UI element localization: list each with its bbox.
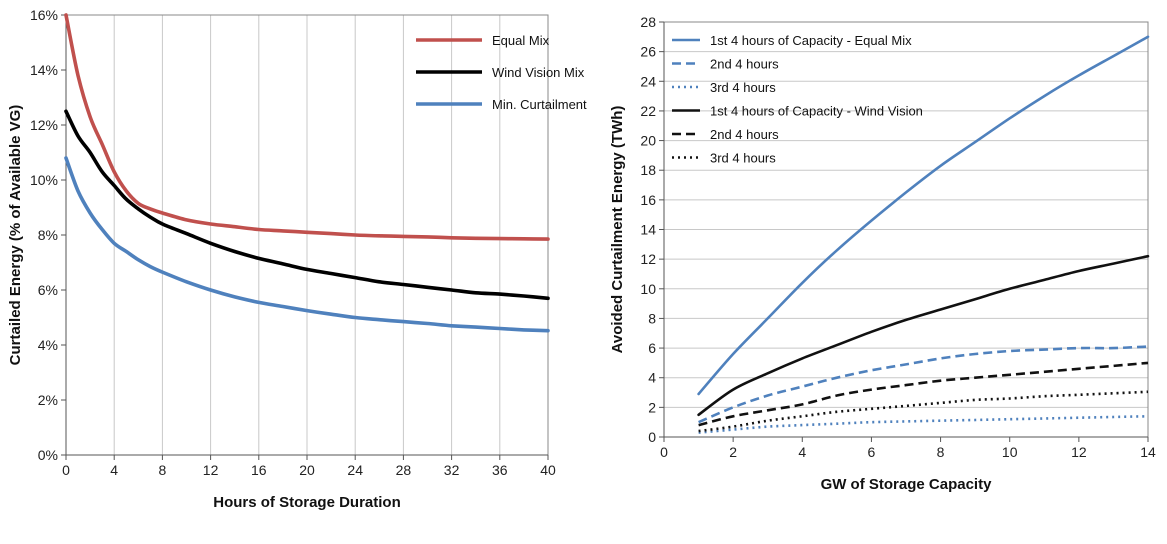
y-tick-label: 20 [640,133,656,149]
x-tick-label: 2 [729,444,737,460]
y-tick-label: 2% [38,392,58,408]
y-tick-label: 22 [640,103,656,119]
y-tick-label: 2 [648,399,656,415]
x-tick-label: 40 [540,462,556,478]
x-tick-label: 14 [1140,444,1156,460]
y-axis-title: Avoided Curtailment Energy (TWh) [609,106,626,354]
y-tick-label: 26 [640,44,656,60]
y-axis-title: Curtailed Energy (% of Available VG) [7,105,24,366]
y-tick-label: 0% [38,447,58,463]
y-tick-label: 14% [30,62,58,78]
x-axis-title: Hours of Storage Duration [213,494,401,511]
y-tick-label: 8% [38,227,58,243]
y-tick-label: 12% [30,117,58,133]
y-tick-label: 6% [38,282,58,298]
y-tick-label: 12 [640,251,656,267]
x-tick-label: 4 [110,462,118,478]
series-line-1 [64,13,550,241]
y-tick-label: 16 [640,192,656,208]
x-tick-label: 36 [492,462,508,478]
legend-label: 2nd 4 hours [710,57,779,72]
series-line-6 [698,390,1149,433]
y-tick-label: 0 [648,429,656,445]
legend-label: 3rd 4 hours [710,151,776,166]
y-tick-label: 14 [640,222,656,238]
x-tick-label: 32 [444,462,460,478]
legend-label: 3rd 4 hours [710,80,776,95]
series-line-3 [64,156,550,333]
x-tick-label: 12 [1071,444,1087,460]
x-tick-label: 8 [937,444,945,460]
legend-label: Equal Mix [492,33,550,48]
y-tick-label: 16% [30,7,58,23]
series-line-1 [697,35,1150,396]
y-tick-label: 4% [38,337,58,353]
y-tick-label: 10% [30,172,58,188]
x-tick-label: 12 [203,462,219,478]
x-tick-label: 6 [868,444,876,460]
x-tick-label: 28 [396,462,412,478]
y-tick-label: 24 [640,73,656,89]
series-line-4 [697,254,1150,417]
y-tick-label: 28 [640,14,656,30]
x-tick-label: 0 [660,444,668,460]
legend-label: 2nd 4 hours [710,127,779,142]
series-line-2 [64,109,550,301]
x-tick-label: 16 [251,462,267,478]
y-tick-label: 6 [648,340,656,356]
x-tick-label: 8 [159,462,167,478]
x-axis-title: GW of Storage Capacity [821,476,993,493]
x-tick-label: 4 [798,444,806,460]
x-tick-label: 0 [62,462,70,478]
y-tick-label: 10 [640,281,656,297]
x-tick-label: 10 [1002,444,1018,460]
legend-label: Wind Vision Mix [492,65,585,80]
x-tick-label: 24 [347,462,363,478]
series-line-5 [698,361,1149,427]
y-tick-label: 4 [648,370,656,386]
legend-label: 1st 4 hours of Capacity - Equal Mix [710,33,912,48]
series-line-3 [698,415,1149,434]
x-tick-label: 20 [299,462,315,478]
legend: Equal Mix Wind Vision Mix Min. Curtailment [416,33,587,112]
y-tick-label: 18 [640,162,656,178]
series-line-2 [698,345,1149,424]
legend-label: 1st 4 hours of Capacity - Wind Vision [710,104,923,119]
legend-label: Min. Curtailment [492,97,587,112]
y-tick-label: 8 [648,310,656,326]
curtailed-energy-chart: 0 4 8 12 16 20 24 28 32 36 40 0% 2% 4% 6% 8% 10% 12% 14% 16… [7,7,587,511]
legend: 1st 4 hours of Capacity - Equal Mix 2nd 4… [672,33,923,166]
